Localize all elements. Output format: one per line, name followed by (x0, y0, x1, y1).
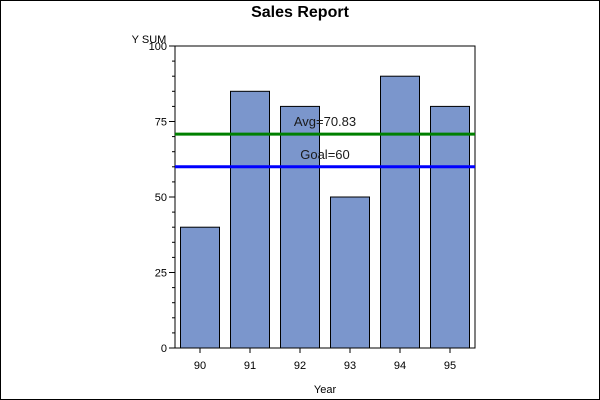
y-tick-label: 0 (161, 343, 167, 355)
x-tick-label: 91 (244, 360, 256, 372)
y-tick-label: 100 (149, 41, 167, 53)
y-tick-label: 25 (155, 268, 167, 280)
bar-92 (280, 105, 320, 349)
bar-95 (430, 105, 470, 349)
y-tick-label: 50 (155, 192, 167, 204)
x-tick-label: 93 (344, 360, 356, 372)
x-tick-label: 94 (394, 360, 406, 372)
reference-label-avg: Avg=70.83 (294, 114, 356, 129)
x-tick-label: 90 (194, 360, 206, 372)
y-tick-label: 75 (155, 117, 167, 129)
bars-layer (180, 75, 470, 349)
bar-93 (330, 196, 370, 349)
x-axis: 90 91 92 93 94 95 (194, 348, 456, 372)
reference-lines-layer: Avg=70.83 Goal=60 (175, 114, 475, 169)
x-tick-label: 92 (294, 360, 306, 372)
y-axis: 0 25 50 75 100 (149, 41, 175, 355)
bar-94 (380, 75, 420, 349)
bar-91 (230, 90, 270, 349)
x-tick-label: 95 (444, 360, 456, 372)
x-axis-label: Year (314, 384, 337, 396)
chart-title: Sales Report (251, 4, 349, 21)
reference-label-goal: Goal=60 (300, 147, 350, 162)
y-axis-label: Y SUM (132, 34, 167, 46)
bar-90 (180, 226, 220, 349)
